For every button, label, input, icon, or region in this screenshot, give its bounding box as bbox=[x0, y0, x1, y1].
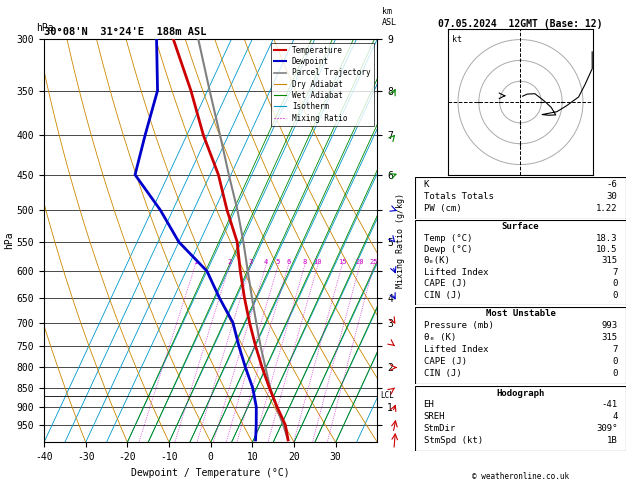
Text: CAPE (J): CAPE (J) bbox=[423, 357, 467, 366]
Text: 10.5: 10.5 bbox=[596, 245, 618, 254]
Y-axis label: hPa: hPa bbox=[4, 232, 14, 249]
Text: K: K bbox=[423, 180, 429, 189]
Text: kt: kt bbox=[452, 35, 462, 44]
Text: Surface: Surface bbox=[502, 223, 539, 231]
Legend: Temperature, Dewpoint, Parcel Trajectory, Dry Adiabat, Wet Adiabat, Isotherm, Mi: Temperature, Dewpoint, Parcel Trajectory… bbox=[271, 43, 374, 125]
Text: 993: 993 bbox=[601, 321, 618, 330]
Text: 0: 0 bbox=[612, 369, 618, 378]
Text: 07.05.2024  12GMT (Base: 12): 07.05.2024 12GMT (Base: 12) bbox=[438, 19, 603, 30]
Text: 20: 20 bbox=[355, 260, 364, 265]
Text: © weatheronline.co.uk: © weatheronline.co.uk bbox=[472, 472, 569, 481]
Text: 315: 315 bbox=[601, 333, 618, 342]
Text: Lifted Index: Lifted Index bbox=[423, 268, 488, 277]
Text: CAPE (J): CAPE (J) bbox=[423, 279, 467, 288]
Text: PW (cm): PW (cm) bbox=[423, 204, 461, 212]
Text: km
ASL: km ASL bbox=[382, 7, 396, 27]
Text: 309°: 309° bbox=[596, 424, 618, 434]
Text: 4: 4 bbox=[612, 413, 618, 421]
Text: 1B: 1B bbox=[607, 436, 618, 445]
Text: 2: 2 bbox=[227, 260, 231, 265]
Text: EH: EH bbox=[423, 400, 434, 410]
Text: hPa: hPa bbox=[36, 23, 53, 33]
Text: Temp (°C): Temp (°C) bbox=[423, 234, 472, 243]
Text: 6: 6 bbox=[286, 260, 291, 265]
Text: 15: 15 bbox=[338, 260, 346, 265]
Text: StmDir: StmDir bbox=[423, 424, 456, 434]
Text: 25: 25 bbox=[369, 260, 378, 265]
Text: 8: 8 bbox=[303, 260, 307, 265]
Text: θₑ(K): θₑ(K) bbox=[423, 257, 450, 265]
Text: 0: 0 bbox=[612, 357, 618, 366]
Text: -6: -6 bbox=[607, 180, 618, 189]
Y-axis label: Mixing Ratio (g/kg): Mixing Ratio (g/kg) bbox=[396, 193, 405, 288]
Text: Hodograph: Hodograph bbox=[496, 388, 545, 398]
Text: CIN (J): CIN (J) bbox=[423, 291, 461, 299]
Text: Pressure (mb): Pressure (mb) bbox=[423, 321, 493, 330]
Text: CIN (J): CIN (J) bbox=[423, 369, 461, 378]
Text: LCL: LCL bbox=[381, 391, 394, 400]
Text: θₑ (K): θₑ (K) bbox=[423, 333, 456, 342]
Text: 1.22: 1.22 bbox=[596, 204, 618, 212]
Text: Most Unstable: Most Unstable bbox=[486, 310, 555, 318]
Text: 1: 1 bbox=[193, 260, 198, 265]
Text: 5: 5 bbox=[276, 260, 280, 265]
Text: StmSpd (kt): StmSpd (kt) bbox=[423, 436, 482, 445]
Text: 30: 30 bbox=[607, 192, 618, 201]
Text: Dewp (°C): Dewp (°C) bbox=[423, 245, 472, 254]
Text: 10: 10 bbox=[313, 260, 322, 265]
Text: 18.3: 18.3 bbox=[596, 234, 618, 243]
Text: SREH: SREH bbox=[423, 413, 445, 421]
Text: -41: -41 bbox=[601, 400, 618, 410]
Text: 315: 315 bbox=[601, 257, 618, 265]
X-axis label: Dewpoint / Temperature (°C): Dewpoint / Temperature (°C) bbox=[131, 468, 290, 478]
Text: 7: 7 bbox=[612, 268, 618, 277]
Text: 0: 0 bbox=[612, 279, 618, 288]
Text: 30°08'N  31°24'E  188m ASL: 30°08'N 31°24'E 188m ASL bbox=[44, 27, 206, 37]
Text: 7: 7 bbox=[612, 345, 618, 354]
Text: 0: 0 bbox=[612, 291, 618, 299]
Text: 4: 4 bbox=[264, 260, 268, 265]
Text: Totals Totals: Totals Totals bbox=[423, 192, 493, 201]
Text: 3: 3 bbox=[248, 260, 253, 265]
Text: Lifted Index: Lifted Index bbox=[423, 345, 488, 354]
